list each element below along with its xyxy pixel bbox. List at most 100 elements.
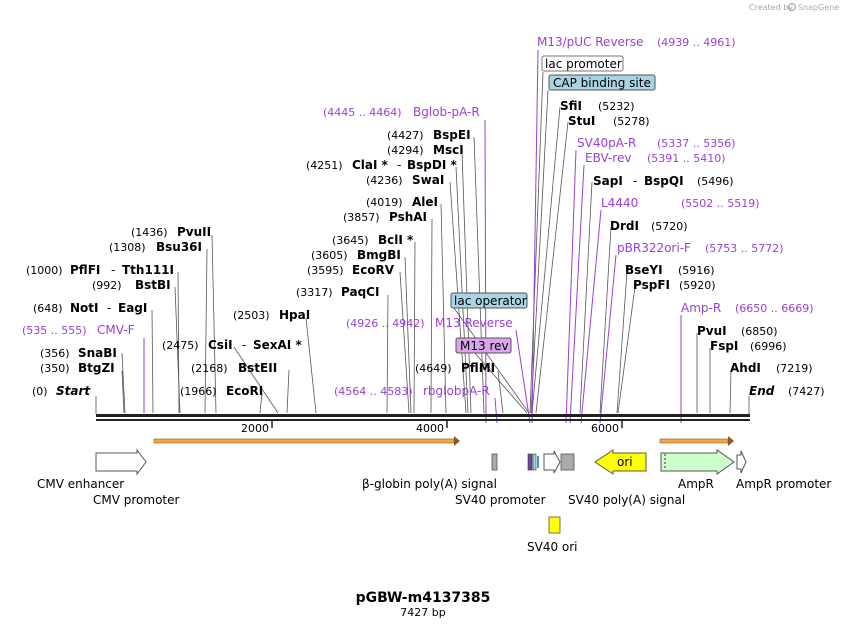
primer-label: M13 Reverse <box>435 316 513 330</box>
sv40-promoter-cluster <box>527 453 539 471</box>
site-label: BstEII <box>238 361 277 375</box>
site-label: SwaI <box>412 173 444 187</box>
ampr-arrow <box>660 449 735 475</box>
site-pos: (4649) <box>415 362 452 375</box>
snapgene-logo-icon <box>787 2 797 12</box>
site-label: AleI <box>412 195 438 209</box>
site-label: BspEI <box>433 128 471 142</box>
site-pos: (5920) <box>679 279 716 292</box>
svg-text:-: - <box>633 174 637 188</box>
site-label: BtgZI <box>78 361 115 375</box>
primer-label: L4440 <box>601 196 638 210</box>
ampr-label: AmpR <box>678 477 714 491</box>
svg-text:-: - <box>397 158 401 172</box>
site-label: PshAI <box>389 210 427 224</box>
site-label-extra: Tth111I <box>122 263 174 277</box>
primer-pos: (5502 .. 5519) <box>681 197 760 210</box>
primer-connectors <box>143 49 682 424</box>
site-label: PvuII <box>177 225 211 239</box>
site-pos: (5278) <box>613 115 650 128</box>
site-label: SapI <box>593 174 623 188</box>
site-label: BmgBI <box>357 248 401 262</box>
site-pos: (4251) <box>306 159 343 172</box>
lac-promoter-box <box>541 55 624 72</box>
site-label: BstBI <box>135 278 171 292</box>
site-label-extra: BspDI * <box>407 158 457 172</box>
site-label: StuI <box>568 114 595 128</box>
end-label: End <box>749 384 775 398</box>
svg-text:-: - <box>111 263 115 277</box>
primer-pos: (5753 .. 5772) <box>705 242 784 255</box>
site-pos: (4294) <box>387 144 424 157</box>
orf-arrow-left <box>153 436 460 446</box>
tick-label-6000: 6000 <box>591 422 619 435</box>
site-label-extra: EagI <box>118 301 147 315</box>
site-label: MscI <box>433 143 464 157</box>
site-pos: (6996) <box>750 340 787 353</box>
ori-arrow <box>594 449 647 475</box>
ori-label: ori <box>617 455 633 469</box>
site-pos: (6850) <box>741 325 778 338</box>
credit-brand: SnapGene <box>798 3 839 12</box>
site-pos: (3317) <box>296 286 333 299</box>
site-pos: (1436) <box>131 226 168 239</box>
cmv-enhancer-arrow <box>95 448 147 476</box>
ampr-promoter-arrow <box>736 450 747 474</box>
end-pos: (7427) <box>788 385 825 398</box>
site-pos: (3595) <box>307 264 344 277</box>
primer-label: SV40pA-R <box>577 136 636 150</box>
site-pos: (2475) <box>162 339 199 352</box>
site-label: CsiI <box>208 338 233 352</box>
site-pos: (648) <box>33 302 63 315</box>
site-pos: (350) <box>40 362 70 375</box>
site-label: BclI * <box>378 233 414 247</box>
primer-pos: (6650 .. 6669) <box>735 302 814 315</box>
site-label: ClaI * <box>352 158 389 172</box>
sv40-polya-label: SV40 poly(A) signal <box>568 493 685 507</box>
m13-rev-label: M13 rev <box>460 339 509 353</box>
site-label: EcoRI <box>226 384 263 398</box>
site-pos: (1966) <box>180 385 217 398</box>
sv40-polya-box <box>560 453 575 471</box>
svg-text:-: - <box>107 301 111 315</box>
site-label: PaqCI <box>341 285 379 299</box>
primer-pos: (4926 .. 4942) <box>346 317 425 330</box>
primer-label: EBV-rev <box>585 151 631 165</box>
site-label: AhdI <box>730 361 761 375</box>
site-pos: (1308) <box>109 241 146 254</box>
bglobin-polya-box <box>491 453 498 471</box>
site-label: DrdI <box>610 219 639 233</box>
backbone <box>95 396 750 428</box>
bglobin-polya-label: β-globin poly(A) signal <box>362 477 497 491</box>
site-label: HpaI <box>279 308 310 322</box>
orf-arrow-right <box>659 436 734 446</box>
primer-pos: (5337 .. 5356) <box>657 137 736 150</box>
sv40-ori-box <box>548 516 561 534</box>
site-pos: (7219) <box>776 362 813 375</box>
site-label: PspFI <box>633 278 670 292</box>
site-label: PflFI <box>70 263 100 277</box>
site-label: PflMI <box>461 361 495 375</box>
ampr-promoter-label: AmpR promoter <box>736 477 831 491</box>
site-label: NotI <box>70 301 99 315</box>
site-pos: (4019) <box>366 196 403 209</box>
primer-label: rbglobpA-R <box>423 384 490 398</box>
cap-site-box <box>548 74 656 91</box>
site-label-extra: SexAI * <box>253 338 302 352</box>
site-pos: (3645) <box>332 234 369 247</box>
site-label-extra: BspQI <box>644 174 684 188</box>
site-pos: (2168) <box>191 362 228 375</box>
site-pos: (5232) <box>598 100 635 113</box>
lac-operator-box <box>450 292 528 309</box>
primer-pos: (535 .. 555) <box>22 324 87 337</box>
site-pos: (4236) <box>366 174 403 187</box>
primer-label: pBR322ori-F <box>617 241 691 255</box>
site-pos: (5720) <box>651 220 688 233</box>
cmv-promoter-label: CMV promoter <box>93 493 180 507</box>
site-pos: (2503) <box>233 309 270 322</box>
primer-pos: (4564 .. 4583) <box>334 385 413 398</box>
primer-label: Amp-R <box>681 301 721 315</box>
sv40-promoter-arrow <box>543 450 561 474</box>
site-pos: (356) <box>40 347 70 360</box>
site-label: SnaBI <box>78 346 117 360</box>
